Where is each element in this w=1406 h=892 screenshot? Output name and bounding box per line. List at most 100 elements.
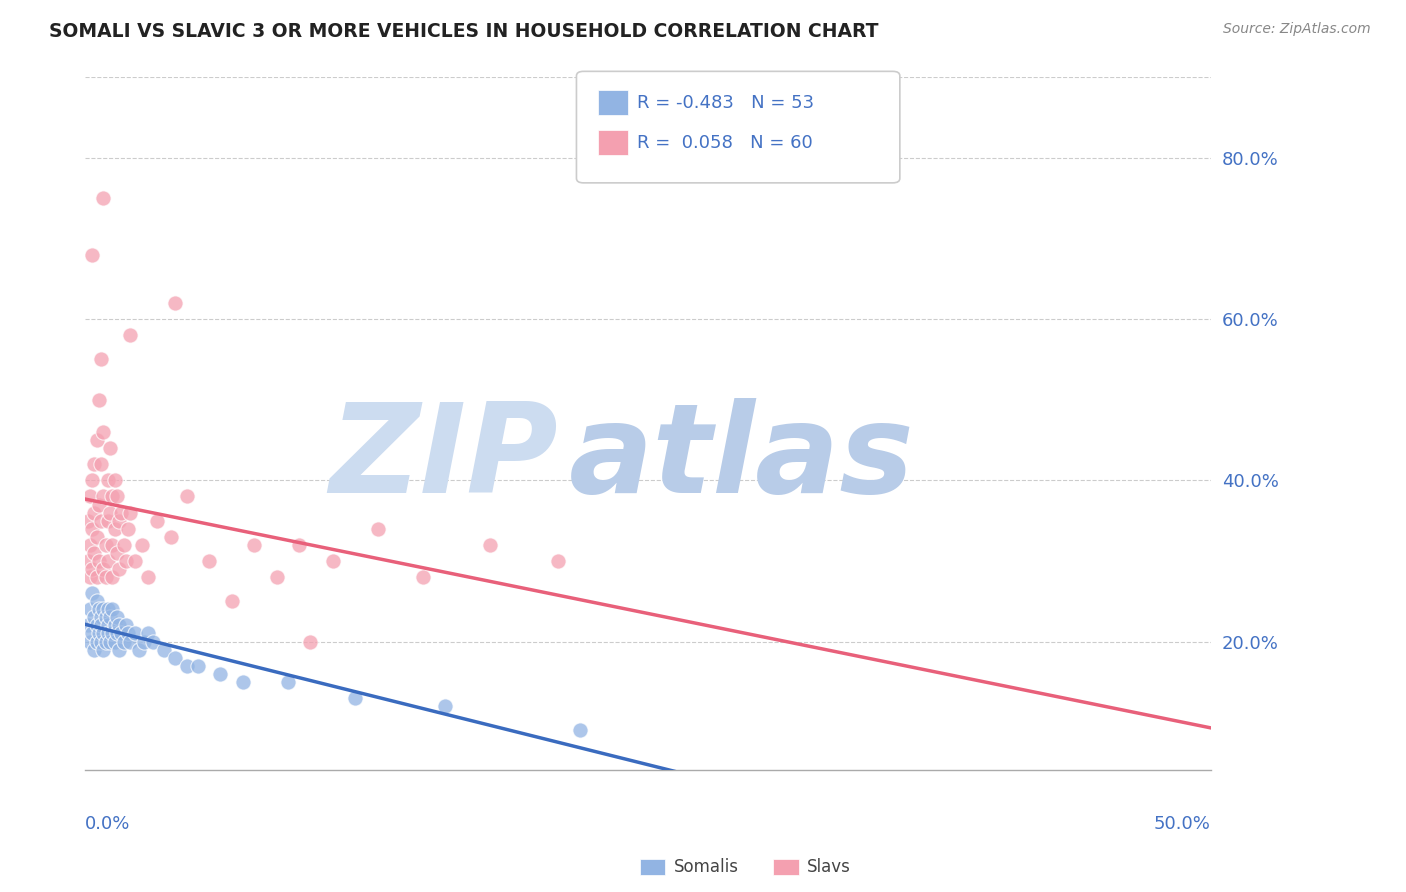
Point xyxy=(198,554,221,568)
Point xyxy=(86,530,108,544)
Point xyxy=(367,522,389,536)
Point xyxy=(101,602,124,616)
Point xyxy=(80,626,103,640)
Point xyxy=(105,626,128,640)
Point xyxy=(434,698,457,713)
Point xyxy=(76,554,98,568)
Point xyxy=(101,626,124,640)
Point xyxy=(94,538,117,552)
Point xyxy=(98,610,121,624)
Point xyxy=(97,474,120,488)
Point xyxy=(299,634,322,648)
Point xyxy=(108,642,131,657)
Point xyxy=(103,522,125,536)
Point xyxy=(86,570,108,584)
Point xyxy=(114,554,136,568)
Point xyxy=(80,586,103,600)
Point xyxy=(101,570,124,584)
Point xyxy=(91,626,114,640)
Point xyxy=(288,538,311,552)
Text: ZIP: ZIP xyxy=(329,398,558,519)
Text: 50.0%: 50.0% xyxy=(1154,814,1211,833)
Point xyxy=(90,457,112,471)
Point xyxy=(91,191,114,205)
Point xyxy=(98,506,121,520)
Point xyxy=(344,690,367,705)
Point xyxy=(547,554,569,568)
Point xyxy=(91,642,114,657)
Point xyxy=(412,570,434,584)
Point xyxy=(232,674,254,689)
Point xyxy=(94,634,117,648)
Point xyxy=(117,522,139,536)
Point xyxy=(176,658,198,673)
Point xyxy=(90,610,112,624)
Point xyxy=(146,514,169,528)
Point xyxy=(112,634,135,648)
Point xyxy=(87,392,110,407)
Point xyxy=(165,296,187,310)
Text: Slavs: Slavs xyxy=(807,858,851,876)
Point xyxy=(110,626,132,640)
Point xyxy=(80,248,103,262)
Point xyxy=(79,570,101,584)
Point xyxy=(136,626,159,640)
Text: 0.0%: 0.0% xyxy=(86,814,131,833)
Point xyxy=(90,352,112,367)
Point xyxy=(83,642,105,657)
Point xyxy=(83,457,105,471)
Point xyxy=(101,538,124,552)
Text: R =  0.058   N = 60: R = 0.058 N = 60 xyxy=(637,134,813,152)
Point xyxy=(79,490,101,504)
Point xyxy=(94,610,117,624)
Point xyxy=(266,570,288,584)
Point xyxy=(108,562,131,576)
Point xyxy=(153,642,176,657)
Point xyxy=(176,490,198,504)
Point xyxy=(97,626,120,640)
Point xyxy=(80,522,103,536)
Point xyxy=(105,490,128,504)
Point xyxy=(79,634,101,648)
Point xyxy=(83,546,105,560)
Point xyxy=(110,506,132,520)
Point xyxy=(479,538,502,552)
Point xyxy=(97,618,120,632)
Point xyxy=(86,433,108,447)
Point xyxy=(120,506,142,520)
Point xyxy=(124,554,146,568)
Point xyxy=(90,618,112,632)
Point xyxy=(91,602,114,616)
Point xyxy=(117,626,139,640)
Point xyxy=(98,634,121,648)
Point xyxy=(322,554,344,568)
Point xyxy=(87,602,110,616)
Point xyxy=(103,474,125,488)
Point xyxy=(91,562,114,576)
Point xyxy=(112,538,135,552)
Point xyxy=(91,490,114,504)
Text: Somalis: Somalis xyxy=(673,858,738,876)
Point xyxy=(159,530,181,544)
Point xyxy=(83,610,105,624)
Point xyxy=(87,554,110,568)
Point xyxy=(277,674,299,689)
Point xyxy=(187,658,209,673)
Point xyxy=(97,554,120,568)
Text: SOMALI VS SLAVIC 3 OR MORE VEHICLES IN HOUSEHOLD CORRELATION CHART: SOMALI VS SLAVIC 3 OR MORE VEHICLES IN H… xyxy=(49,22,879,41)
Point xyxy=(103,618,125,632)
Point xyxy=(76,618,98,632)
Point xyxy=(132,634,155,648)
Point xyxy=(90,634,112,648)
Point xyxy=(221,594,243,608)
Point xyxy=(243,538,266,552)
Point xyxy=(103,634,125,648)
Point xyxy=(90,514,112,528)
Point xyxy=(87,498,110,512)
Point xyxy=(80,474,103,488)
Point xyxy=(136,570,159,584)
Point xyxy=(120,634,142,648)
Text: atlas: atlas xyxy=(569,398,915,519)
Point xyxy=(128,642,150,657)
Point xyxy=(79,538,101,552)
